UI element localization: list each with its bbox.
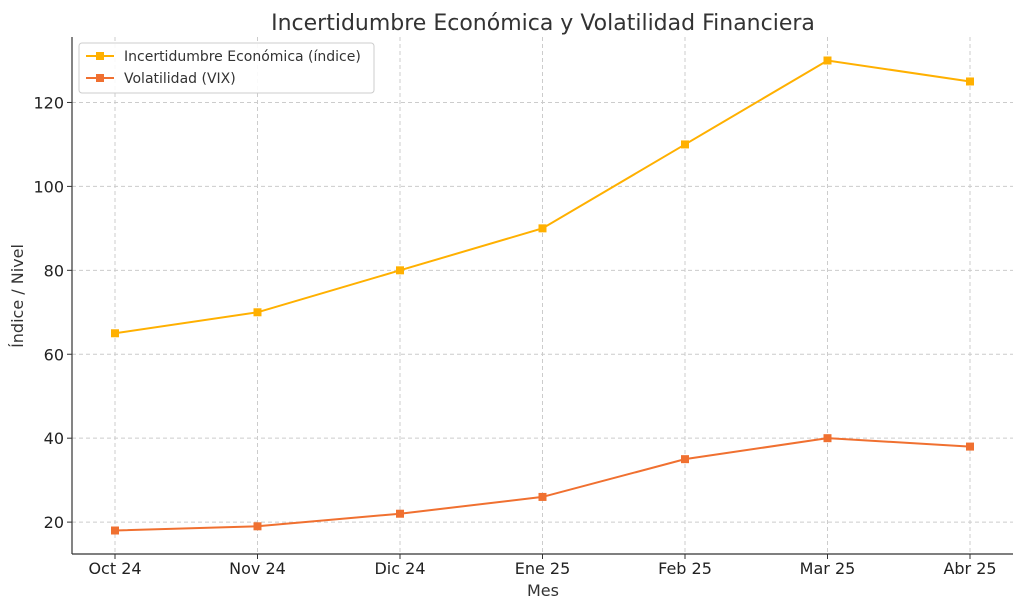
data-point [966,442,974,451]
data-point [681,455,689,464]
data-point [538,224,547,233]
series-1 [111,56,974,338]
legend: Incertidumbre Económica (índice) Volatili… [78,42,375,94]
chart-title: Incertidumbre Económica y Volatilidad Fi… [271,11,815,36]
data-point [111,526,119,535]
x-tick-label: Feb 25 [658,559,712,578]
x-tick-label: Abr 25 [943,559,996,578]
x-tick-label: Ene 25 [515,559,571,578]
legend-label: Incertidumbre Económica (índice) [124,49,361,65]
grid [72,37,1013,554]
legend-item: Volatilidad (VIX) [86,71,236,87]
data-point [253,522,262,531]
y-ticks: 20 40 60 80 100 120 [33,93,72,532]
data-point [396,509,404,518]
x-ticks: Oct 24 Nov 24 Dic 24 Ene 25 Feb 25 Mar 25 Abr … [88,554,997,578]
series-2 [111,434,974,535]
y-tick-label: 120 [33,93,64,112]
y-tick-label: 60 [44,345,64,364]
data-point [823,434,832,443]
data-point [396,266,404,275]
x-tick-label: Dic 24 [374,559,425,578]
data-point [538,492,547,501]
data-point [966,77,974,86]
series [111,56,974,535]
x-tick-label: Mar 25 [800,559,856,578]
legend-marker [96,74,104,82]
y-tick-label: 100 [33,177,64,196]
legend-label: Volatilidad (VIX) [124,71,236,87]
y-tick-label: 80 [44,261,64,280]
legend-marker [96,52,104,60]
x-tick-label: Nov 24 [229,559,286,578]
data-point [681,140,689,149]
data-point [823,56,832,65]
y-axis-label: Índice / Nivel [8,244,27,348]
y-tick-label: 40 [44,429,64,448]
data-point [111,329,119,338]
data-point [253,308,262,317]
x-tick-label: Oct 24 [88,559,141,578]
y-tick-label: 20 [44,513,64,532]
x-axis-label: Mes [527,581,559,600]
legend-box [78,42,375,94]
legend-item: Incertidumbre Económica (índice) [86,49,361,65]
